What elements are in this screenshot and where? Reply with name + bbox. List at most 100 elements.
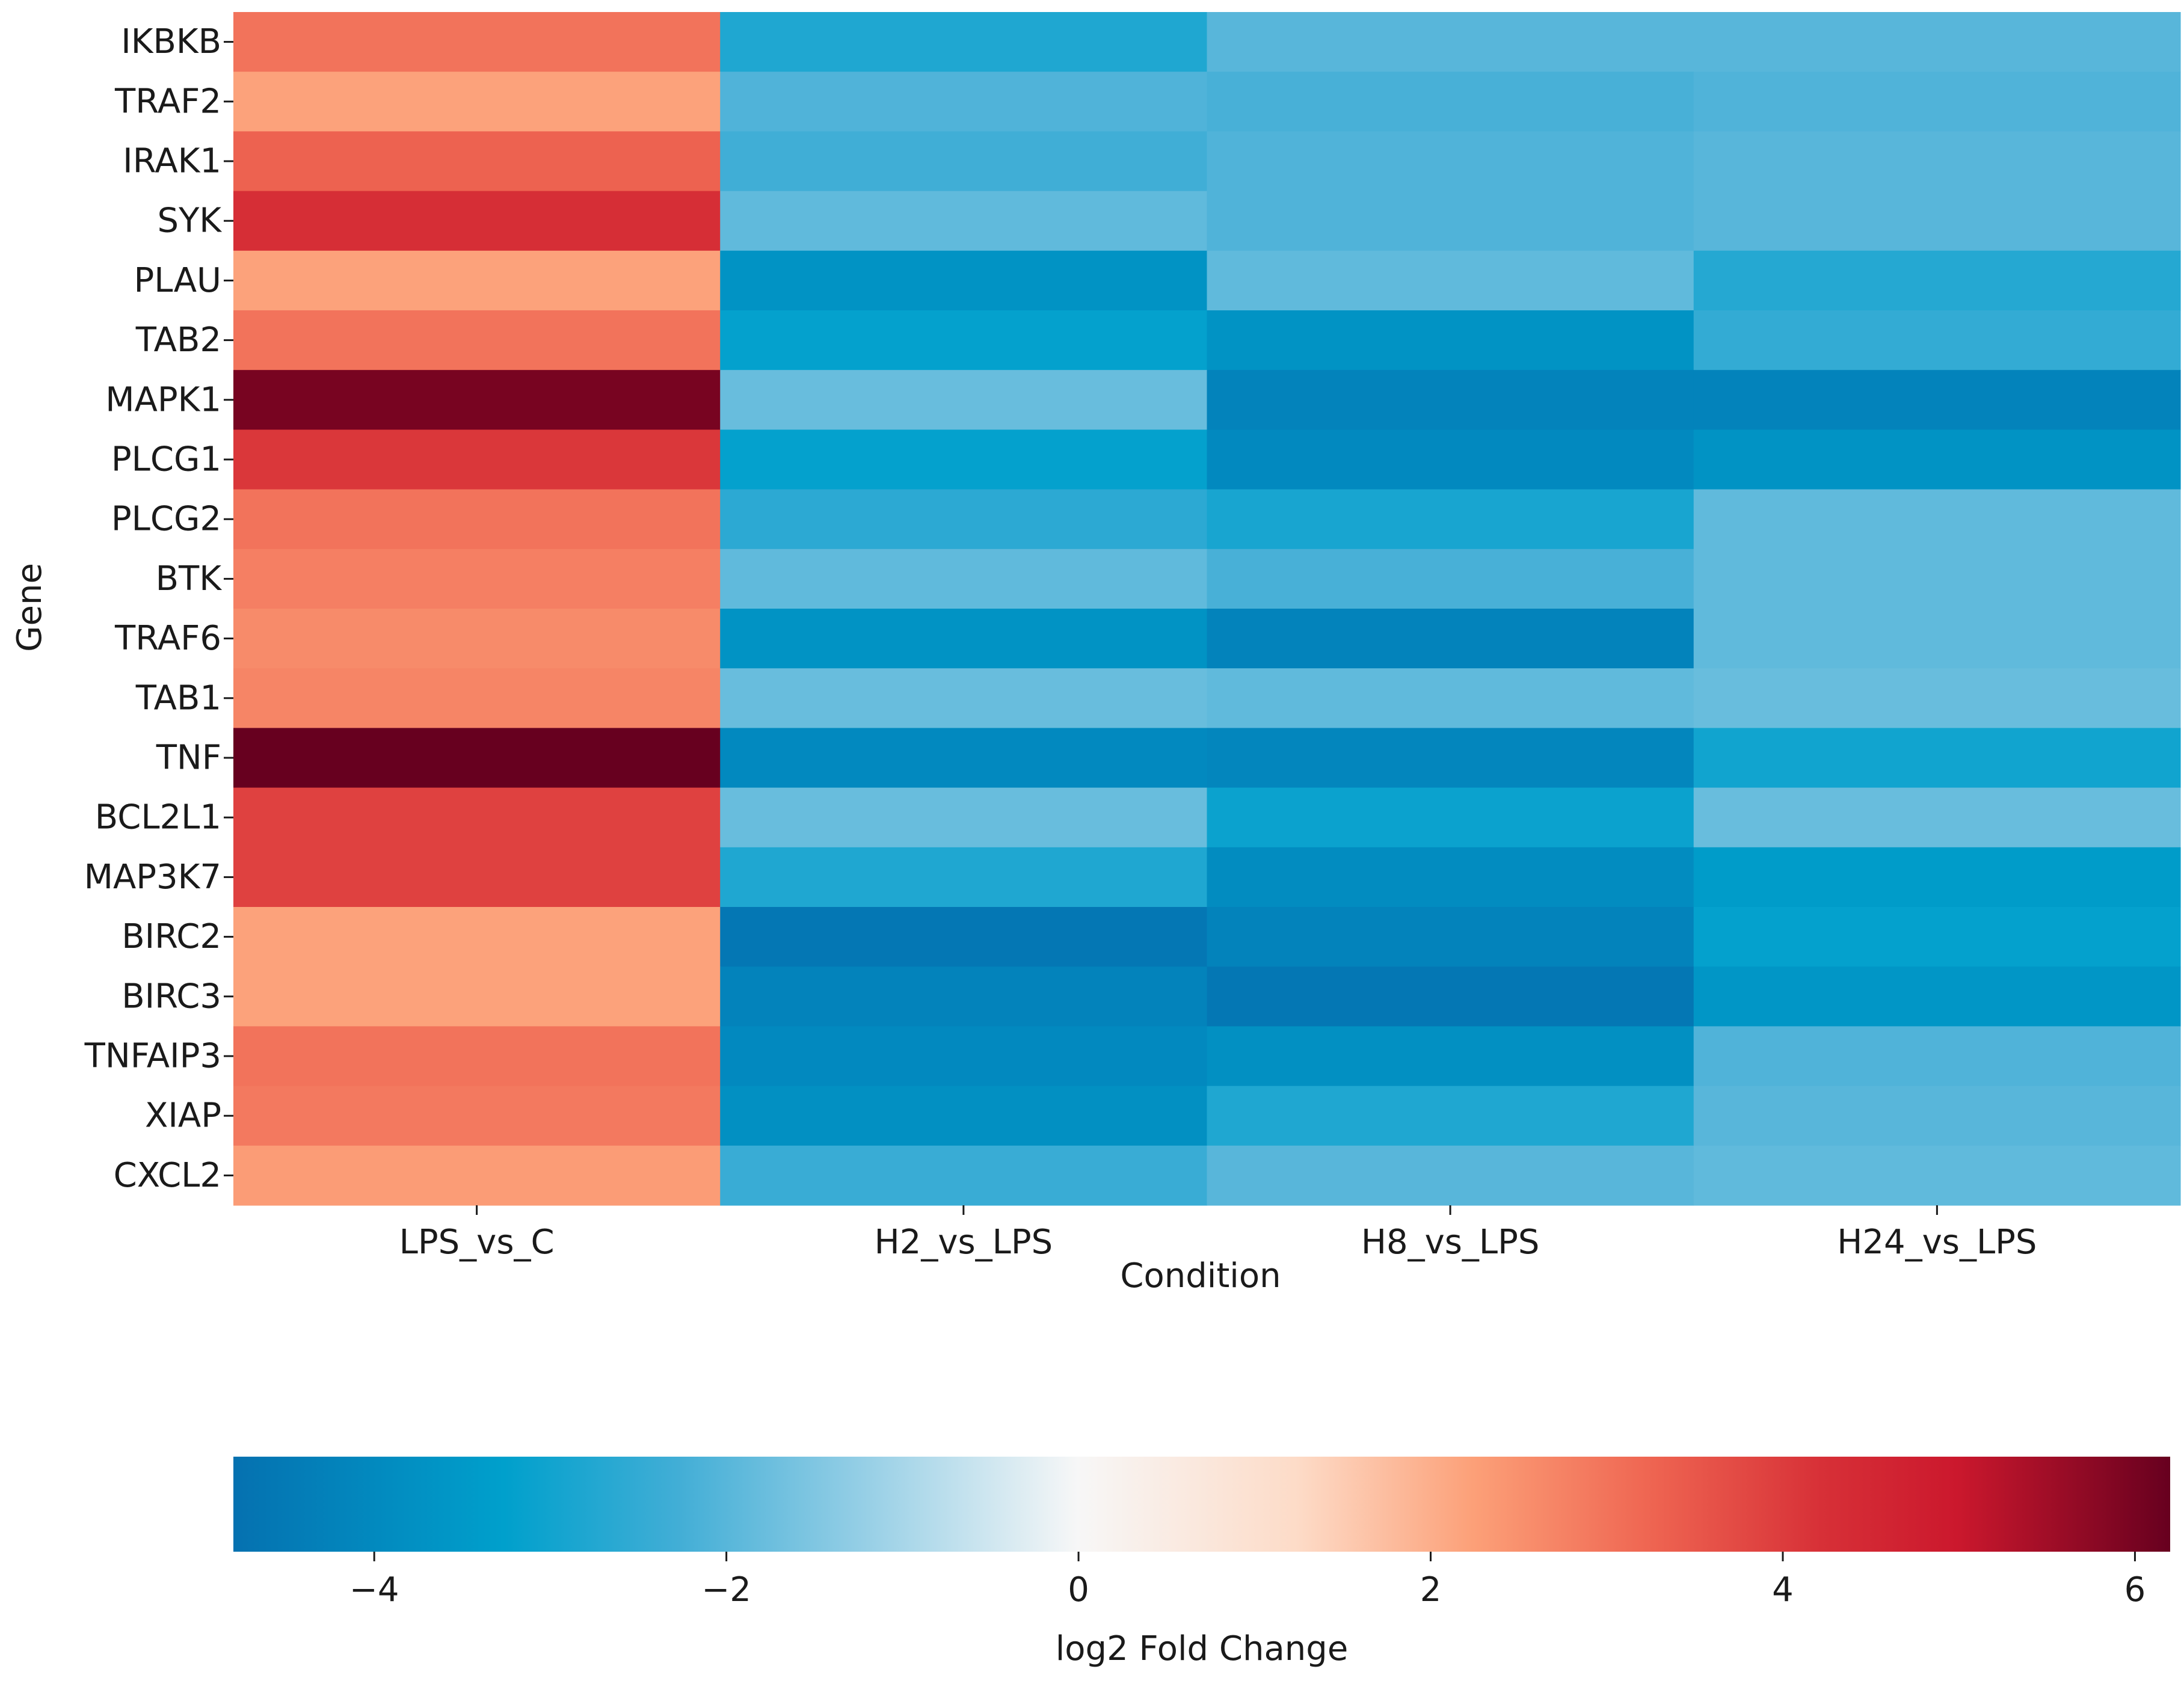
heatmap-cell-traf2-h2-vs-lps [720, 72, 1208, 132]
colorbar-tick-label: −2 [701, 1570, 751, 1609]
heatmap-cell-btk-lps-vs-c [233, 549, 721, 609]
heatmap-cell-tab1-h2-vs-lps [720, 668, 1208, 728]
heatmap-cell-syk-h2-vs-lps [720, 191, 1208, 251]
y-tick-label-tnfaip3: TNFAIP3 [84, 1037, 221, 1076]
heatmap-cell-mapk1-h24-vs-lps [1693, 370, 2181, 430]
heatmap-cell-map3k7-h8-vs-lps [1207, 847, 1694, 908]
heatmap-cell-traf2-h8-vs-lps [1207, 72, 1694, 132]
heatmap-cell-traf6-h24-vs-lps [1693, 609, 2181, 669]
y-tick-label-ikbkb: IKBKB [121, 22, 221, 61]
x-tick-labels: LPS_vs_C H2_vs_LPS H8_vs_LPS H24_vs_LPS [399, 1205, 2037, 1262]
y-tick-label-tab2: TAB2 [135, 321, 221, 360]
heatmap-cell-tnfaip3-lps-vs-c [233, 1026, 721, 1087]
heatmap-cell-plcg1-h8-vs-lps [1207, 429, 1694, 490]
heatmap-cell-mapk1-lps-vs-c [233, 370, 721, 430]
x-tick-label-h2-vs-lps: H2_vs_LPS [875, 1223, 1053, 1262]
heatmap-cell-birc2-h24-vs-lps [1693, 907, 2181, 967]
heatmap-cell-irak1-h24-vs-lps [1693, 131, 2181, 192]
heatmap-cell-tab2-h24-vs-lps [1693, 310, 2181, 370]
heatmap-cell-tnf-lps-vs-c [233, 728, 721, 788]
heatmap-cell-plau-h8-vs-lps [1207, 250, 1694, 311]
heatmap-cell-bcl2l1-h2-vs-lps [720, 787, 1208, 848]
y-tick-label-plcg1: PLCG1 [111, 440, 221, 479]
heatmap-cell-bcl2l1-h8-vs-lps [1207, 787, 1694, 848]
heatmap-cell-map3k7-h24-vs-lps [1693, 847, 2181, 908]
heatmap-cell-map3k7-lps-vs-c [233, 847, 721, 908]
heatmap-cell-plau-h2-vs-lps [720, 250, 1208, 311]
heatmap-cell-btk-h2-vs-lps [720, 549, 1208, 609]
heatmap-cell-plcg2-h2-vs-lps [720, 489, 1208, 550]
colorbar-tick-label: 6 [2124, 1570, 2146, 1609]
heatmap-cell-bcl2l1-lps-vs-c [233, 787, 721, 848]
x-tick-label-h8-vs-lps: H8_vs_LPS [1361, 1223, 1540, 1262]
y-tick-label-syk: SYK [158, 201, 223, 241]
heatmap-cells [233, 12, 2181, 1206]
heatmap-cell-cxcl2-h8-vs-lps [1207, 1145, 1694, 1206]
heatmap-cell-birc2-h2-vs-lps [720, 907, 1208, 967]
heatmap-cell-syk-h8-vs-lps [1207, 191, 1694, 251]
colorbar-tick-label: −4 [349, 1570, 399, 1609]
heatmap-cell-syk-h24-vs-lps [1693, 191, 2181, 251]
y-tick-label-map3k7: MAP3K7 [84, 858, 221, 897]
colorbar-tick-label: 0 [1068, 1570, 1089, 1609]
heatmap-cell-tab1-lps-vs-c [233, 668, 721, 728]
heatmap-cell-traf6-lps-vs-c [233, 609, 721, 669]
y-tick-label-mapk1: MAPK1 [105, 380, 221, 419]
heatmap-cell-plcg2-lps-vs-c [233, 489, 721, 550]
heatmap-cell-cxcl2-h2-vs-lps [720, 1145, 1208, 1206]
heatmap-cell-plau-lps-vs-c [233, 250, 721, 311]
heatmap-cell-xiap-h2-vs-lps [720, 1086, 1208, 1146]
y-tick-label-cxcl2: CXCL2 [114, 1156, 221, 1195]
heatmap-cell-tab2-h2-vs-lps [720, 310, 1208, 370]
heatmap-cell-bcl2l1-h24-vs-lps [1693, 787, 2181, 848]
y-tick-label-plcg2: PLCG2 [111, 500, 221, 539]
heatmap-cell-birc3-h8-vs-lps [1207, 966, 1694, 1027]
heatmap-cell-mapk1-h2-vs-lps [720, 370, 1208, 430]
heatmap-cell-btk-h24-vs-lps [1693, 549, 2181, 609]
colorbar [233, 1457, 2170, 1552]
heatmap-cell-plcg1-h24-vs-lps [1693, 429, 2181, 490]
heatmap-cell-traf2-lps-vs-c [233, 72, 721, 132]
y-axis-label: Gene [10, 563, 49, 652]
heatmap-cell-xiap-lps-vs-c [233, 1086, 721, 1146]
heatmap-cell-plcg2-h8-vs-lps [1207, 489, 1694, 550]
heatmap-cell-ikbkb-h8-vs-lps [1207, 12, 1694, 72]
heatmap-cell-birc3-h2-vs-lps [720, 966, 1208, 1027]
colorbar-label: log2 Fold Change [1056, 1629, 1349, 1668]
heatmap-cell-birc3-lps-vs-c [233, 966, 721, 1027]
heatmap-cell-syk-lps-vs-c [233, 191, 721, 251]
heatmap-cell-irak1-h2-vs-lps [720, 131, 1208, 192]
colorbar-tick-label: 2 [1420, 1570, 1442, 1609]
heatmap-cell-plcg1-lps-vs-c [233, 429, 721, 490]
heatmap-cell-traf6-h2-vs-lps [720, 609, 1208, 669]
heatmap-cell-tnfaip3-h2-vs-lps [720, 1026, 1208, 1087]
y-tick-label-traf6: TRAF6 [114, 619, 221, 658]
y-tick-label-xiap: XIAP [145, 1096, 221, 1136]
y-tick-label-birc3: BIRC3 [122, 977, 221, 1016]
heatmap-cell-tab1-h8-vs-lps [1207, 668, 1694, 728]
heatmap-cell-birc2-lps-vs-c [233, 907, 721, 967]
colorbar-ticks: −4 −2 0 2 4 6 [349, 1552, 2146, 1609]
heatmap-cell-cxcl2-h24-vs-lps [1693, 1145, 2181, 1206]
y-tick-label-bcl2l1: BCL2L1 [95, 798, 221, 837]
heatmap-cell-plau-h24-vs-lps [1693, 250, 2181, 311]
heatmap-cell-tnf-h8-vs-lps [1207, 728, 1694, 788]
y-tick-label-btk: BTK [156, 559, 223, 598]
heatmap-cell-ikbkb-h2-vs-lps [720, 12, 1208, 72]
heatmap-cell-btk-h8-vs-lps [1207, 549, 1694, 609]
x-axis-label: Condition [1120, 1256, 1281, 1295]
y-tick-label-tnf: TNF [156, 739, 221, 778]
heatmap-cell-plcg1-h2-vs-lps [720, 429, 1208, 490]
heatmap-cell-birc2-h8-vs-lps [1207, 907, 1694, 967]
y-tick-label-birc2: BIRC2 [122, 917, 221, 956]
colorbar-tick-label: 4 [1772, 1570, 1794, 1609]
heatmap-cell-tnfaip3-h8-vs-lps [1207, 1026, 1694, 1087]
heatmap-cell-tab2-lps-vs-c [233, 310, 721, 370]
heatmap-cell-ikbkb-lps-vs-c [233, 12, 721, 72]
y-tick-labels: IKBKB TRAF2 IRAK1 SYK PLAU TAB2 MAPK1 PLCG1 PLCG… [84, 22, 233, 1195]
heatmap-cell-tnf-h24-vs-lps [1693, 728, 2181, 788]
heatmap-cell-map3k7-h2-vs-lps [720, 847, 1208, 908]
heatmap-cell-mapk1-h8-vs-lps [1207, 370, 1694, 430]
heatmap-cell-xiap-h24-vs-lps [1693, 1086, 2181, 1146]
